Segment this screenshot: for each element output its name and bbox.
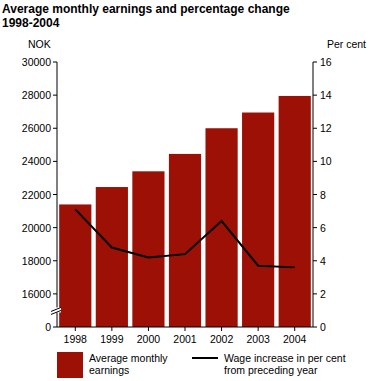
bar [132, 171, 164, 327]
x-tick [148, 327, 149, 331]
y2-tick [313, 227, 317, 228]
y2-tick-label: 4 [320, 255, 326, 267]
y2-tick-label: 10 [320, 155, 332, 167]
bar [96, 187, 128, 327]
y-tick [53, 260, 57, 261]
bar [242, 113, 274, 327]
y2-tick-label: 8 [320, 189, 326, 201]
y2-tick [313, 95, 317, 96]
x-tick-label: 2001 [173, 333, 197, 345]
y-tick [53, 327, 57, 328]
y2-tick [313, 128, 317, 129]
y-tick [53, 227, 57, 228]
y-tick-label: 24000 [22, 155, 51, 167]
x-tick [185, 327, 186, 331]
x-tick [294, 327, 295, 331]
x-tick [75, 327, 76, 331]
y-tick [53, 194, 57, 195]
plot-area [59, 96, 311, 327]
x-tick-label: 2002 [210, 333, 234, 345]
legend-swatch [57, 352, 83, 378]
y-tick-label: 28000 [22, 89, 51, 101]
legend-label: Average monthly earnings [89, 352, 184, 376]
y-tick-label: 0 [45, 321, 51, 333]
y-axis-label: NOK [28, 38, 51, 50]
y2-tick [313, 293, 317, 294]
y2-tick [313, 260, 317, 261]
line [75, 209, 294, 267]
y2-tick-label: 16 [320, 56, 332, 68]
x-tick-label: 1998 [64, 333, 88, 345]
x-tick-label: 2004 [283, 333, 307, 345]
y-tick-label: 26000 [22, 122, 51, 134]
y-tick-label: 22000 [22, 189, 51, 201]
y2-tick [313, 194, 317, 195]
x-tick-label: 1999 [100, 333, 124, 345]
y-tick [53, 161, 57, 162]
x-tick [258, 327, 259, 331]
y-tick [53, 128, 57, 129]
y2-tick [313, 62, 317, 63]
x-tick [111, 327, 112, 331]
legend-swatch [192, 357, 218, 359]
axis-break [51, 310, 61, 314]
y-tick [53, 62, 57, 63]
bar [279, 96, 311, 327]
y-tick-label: 18000 [22, 255, 51, 267]
legend-label: Wage increase in per cent from preceding… [224, 352, 364, 376]
axis-break [51, 307, 61, 312]
title: Average monthly earnings and percentage … [2, 2, 302, 30]
bar [205, 128, 237, 327]
y-tick [53, 95, 57, 96]
x-tick [221, 327, 222, 331]
bar [59, 204, 91, 327]
y2-tick [313, 161, 317, 162]
y2-axis-label: Per cent [327, 38, 366, 50]
x-tick-label: 2003 [246, 333, 270, 345]
y-tick [53, 293, 57, 294]
y2-tick [313, 327, 317, 328]
y-tick-label: 30000 [22, 56, 51, 68]
chart: 0160001800020000220002400026000280003000… [0, 0, 371, 381]
bar [169, 154, 201, 327]
x-tick-label: 2000 [137, 333, 161, 345]
y2-tick-label: 6 [320, 222, 326, 234]
y2-tick-label: 12 [320, 122, 332, 134]
y2-tick-label: 0 [320, 321, 326, 333]
y2-tick-label: 2 [320, 288, 326, 300]
y-tick-label: 16000 [22, 288, 51, 300]
y2-tick-label: 14 [320, 89, 332, 101]
y-tick-label: 20000 [22, 222, 51, 234]
